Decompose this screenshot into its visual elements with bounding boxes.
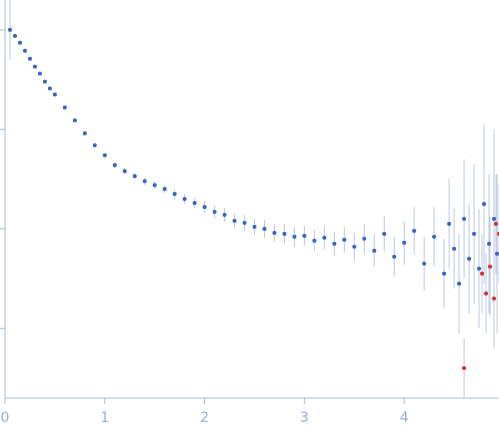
- point: [232, 218, 237, 223]
- point: [272, 230, 277, 235]
- point: [392, 254, 397, 259]
- point: [12, 33, 17, 38]
- point: [432, 234, 437, 239]
- point: [52, 92, 57, 97]
- point: [452, 246, 457, 251]
- point: [412, 228, 417, 233]
- point: [192, 200, 197, 205]
- point: [482, 201, 487, 206]
- point: [82, 131, 87, 136]
- point: [492, 296, 497, 301]
- point: [467, 256, 472, 261]
- point: [212, 209, 217, 214]
- point: [42, 79, 47, 84]
- point: [112, 163, 117, 168]
- point: [352, 244, 357, 249]
- point: [122, 169, 127, 174]
- point: [322, 235, 327, 240]
- point: [372, 248, 377, 253]
- point: [492, 216, 497, 221]
- point: [242, 220, 247, 225]
- x-tick-label: 1: [100, 410, 109, 426]
- point: [262, 226, 267, 231]
- point: [402, 240, 407, 245]
- point: [447, 221, 452, 226]
- point: [32, 64, 37, 69]
- point: [312, 238, 317, 243]
- point: [222, 212, 227, 217]
- point: [172, 192, 177, 197]
- point: [152, 183, 157, 188]
- point: [472, 231, 477, 236]
- point: [162, 187, 167, 192]
- x-tick-label: 3: [300, 410, 309, 426]
- point: [37, 71, 42, 76]
- point: [92, 143, 97, 148]
- point: [488, 264, 493, 269]
- point: [462, 216, 467, 221]
- point: [477, 266, 482, 271]
- point: [332, 241, 337, 246]
- point: [7, 27, 12, 32]
- point: [382, 231, 387, 236]
- point: [302, 233, 307, 238]
- point: [132, 174, 137, 179]
- point: [495, 251, 499, 256]
- point: [72, 118, 77, 123]
- point: [457, 281, 462, 286]
- x-tick-label: 0: [1, 410, 10, 426]
- point: [142, 179, 147, 184]
- point: [342, 237, 347, 242]
- point: [62, 105, 67, 110]
- point: [362, 236, 367, 241]
- point: [27, 56, 32, 61]
- point: [480, 271, 485, 276]
- point: [442, 271, 447, 276]
- point: [252, 224, 257, 229]
- point: [462, 366, 467, 371]
- point: [47, 86, 52, 91]
- x-tick-label: 2: [200, 410, 209, 426]
- point: [182, 197, 187, 201]
- point: [422, 261, 427, 266]
- point: [202, 204, 207, 209]
- point: [292, 234, 297, 239]
- point: [22, 48, 27, 53]
- point: [17, 40, 22, 45]
- point: [494, 221, 499, 226]
- point: [484, 291, 489, 296]
- point: [282, 231, 287, 236]
- x-tick-label: 4: [400, 410, 409, 426]
- point: [102, 153, 107, 158]
- point: [487, 241, 492, 246]
